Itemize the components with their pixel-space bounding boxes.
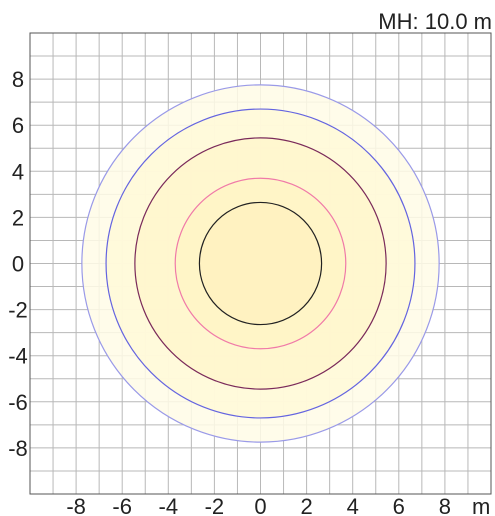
contour-line: [198, 201, 323, 326]
x-tick-label: 4: [347, 494, 359, 516]
y-tick-label: 4: [12, 159, 24, 184]
contours: [81, 84, 440, 443]
mounting-height-label: MH: 10.0 m: [378, 9, 492, 34]
y-tick-label: -4: [8, 344, 28, 369]
x-tick-label: 0: [254, 494, 266, 516]
contour-line: [174, 177, 347, 350]
x-tick-label: 8: [439, 494, 451, 516]
x-tick-labels: -8 -6 -4 -2 0 2 4 6 8: [66, 494, 451, 516]
y-tick-label: -2: [8, 298, 28, 323]
x-tick-label: -6: [112, 494, 132, 516]
contour-line: [105, 108, 416, 419]
x-axis-label: m: [472, 494, 490, 516]
y-tick-label: -6: [8, 390, 28, 415]
x-tick-label: -4: [159, 494, 179, 516]
x-tick-label: 2: [300, 494, 312, 516]
x-tick-label: 6: [393, 494, 405, 516]
x-tick-label: -2: [205, 494, 225, 516]
y-tick-label: 8: [12, 67, 24, 92]
y-tick-label: -8: [8, 436, 28, 461]
y-tick-label: 0: [12, 252, 24, 277]
x-tick-label: -8: [66, 494, 86, 516]
y-tick-label: 2: [12, 205, 24, 230]
y-tick-labels: 8 6 4 2 0 -2 -4 -6 -8: [8, 67, 28, 461]
y-tick-label: 6: [12, 113, 24, 138]
contour-line: [81, 84, 440, 443]
contour-fill: [199, 202, 322, 325]
contour-line: [134, 137, 387, 390]
plot-frame: [29, 32, 492, 495]
